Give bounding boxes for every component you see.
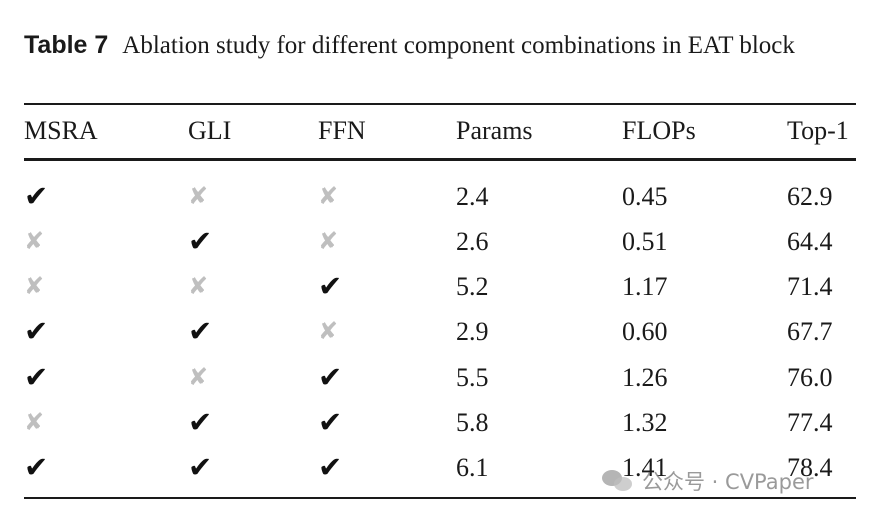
- cross-icon-ffn: ✘: [318, 184, 339, 210]
- table-row: ✔ ✘ ✘ 2.4 0.45 62.9: [0, 177, 878, 217]
- check-icon-msra: ✔: [24, 452, 49, 484]
- table-row: ✔ ✘ ✔ 5.5 1.26 76.0: [0, 358, 878, 398]
- table-row: ✔ ✔ ✔ 6.1 1.41 78.4: [0, 448, 878, 488]
- flops-cell: 0.45: [622, 182, 668, 211]
- check-icon-msra: ✔: [24, 181, 49, 213]
- watermark-text: 公众号 · CVPaper: [642, 470, 814, 494]
- table-row: ✔ ✔ ✘ 2.9 0.60 67.7: [0, 312, 878, 352]
- header-ffn: FFN: [318, 116, 366, 145]
- check-icon-gli: ✔: [188, 316, 213, 348]
- top1-cell: 78.4: [787, 453, 833, 482]
- bottom-rule: [24, 497, 856, 499]
- params-cell: 6.1: [456, 453, 489, 482]
- top-rule: [24, 103, 856, 105]
- wechat-icon: [602, 468, 634, 494]
- params-cell: 5.5: [456, 363, 489, 392]
- params-cell: 2.9: [456, 317, 489, 346]
- header-msra: MSRA: [24, 116, 98, 145]
- header-gli: GLI: [188, 116, 232, 145]
- table-row: ✘ ✘ ✔ 5.2 1.17 71.4: [0, 267, 878, 307]
- table-row: ✘ ✔ ✘ 2.6 0.51 64.4: [0, 222, 878, 262]
- table-label: Table 7: [24, 31, 109, 59]
- check-icon-ffn: ✔: [318, 407, 343, 439]
- flops-cell: 1.41: [622, 453, 668, 482]
- header-rule: [24, 158, 856, 161]
- top1-cell: 77.4: [787, 408, 833, 437]
- flops-cell: 0.51: [622, 227, 668, 256]
- flops-cell: 0.60: [622, 317, 668, 346]
- check-icon-gli: ✔: [188, 407, 213, 439]
- cross-icon-ffn: ✘: [318, 319, 339, 345]
- flops-cell: 1.26: [622, 363, 668, 392]
- table-row: ✘ ✔ ✔ 5.8 1.32 77.4: [0, 403, 878, 443]
- check-icon-ffn: ✔: [318, 362, 343, 394]
- check-icon-gli: ✔: [188, 452, 213, 484]
- header-params: Params: [456, 116, 533, 145]
- top1-cell: 64.4: [787, 227, 833, 256]
- header-flops: FLOPs: [622, 116, 696, 145]
- table-caption: Table 7 Ablation study for different comp…: [24, 28, 864, 63]
- flops-cell: 1.17: [622, 272, 668, 301]
- check-icon-msra: ✔: [24, 362, 49, 394]
- cross-icon-msra: ✘: [24, 229, 45, 255]
- cross-icon-gli: ✘: [188, 274, 209, 300]
- top1-cell: 67.7: [787, 317, 833, 346]
- watermark: 公众号 · CVPaper: [602, 464, 814, 498]
- params-cell: 5.8: [456, 408, 489, 437]
- check-icon-gli: ✔: [188, 226, 213, 258]
- cross-icon-msra: ✘: [24, 274, 45, 300]
- flops-cell: 1.32: [622, 408, 668, 437]
- cross-icon-ffn: ✘: [318, 229, 339, 255]
- params-cell: 2.4: [456, 182, 489, 211]
- check-icon-ffn: ✔: [318, 271, 343, 303]
- check-icon-ffn: ✔: [318, 452, 343, 484]
- params-cell: 5.2: [456, 272, 489, 301]
- check-icon-msra: ✔: [24, 316, 49, 348]
- cross-icon-gli: ✘: [188, 365, 209, 391]
- cross-icon-gli: ✘: [188, 184, 209, 210]
- cross-icon-msra: ✘: [24, 410, 45, 436]
- params-cell: 2.6: [456, 227, 489, 256]
- top1-cell: 76.0: [787, 363, 833, 392]
- caption-text: Ablation study for different component c…: [122, 32, 795, 59]
- top1-cell: 71.4: [787, 272, 833, 301]
- table-header-row: MSRA GLI FFN Params FLOPs Top-1: [0, 111, 878, 151]
- top1-cell: 62.9: [787, 182, 833, 211]
- header-top1: Top-1: [787, 116, 849, 145]
